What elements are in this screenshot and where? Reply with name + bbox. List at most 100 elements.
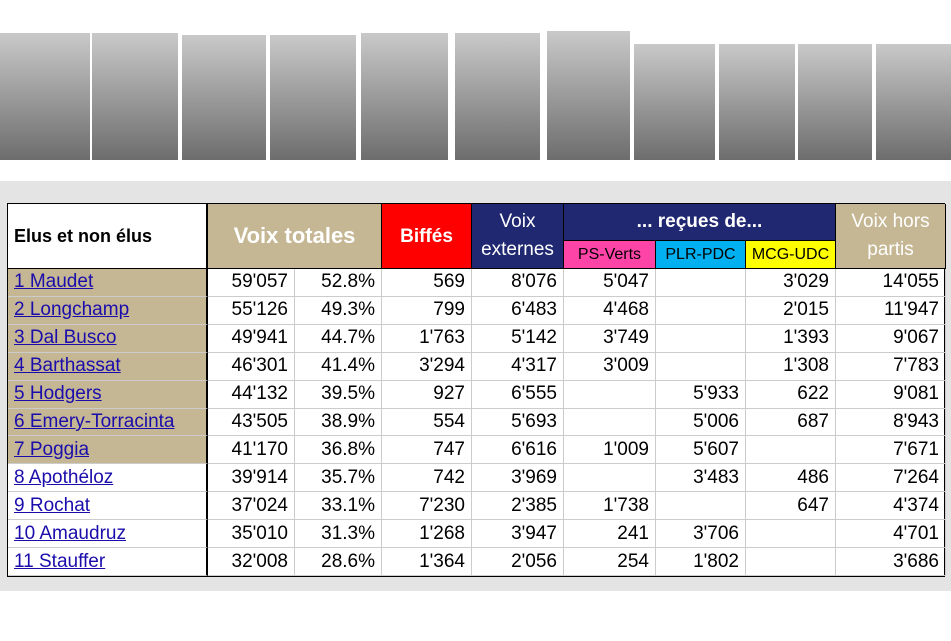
table-cell: 49.3% — [295, 296, 382, 325]
table-cell: 554 — [382, 408, 472, 437]
table-cell: 5'933 — [656, 380, 746, 409]
photo — [361, 33, 448, 160]
table-cell: 241 — [564, 520, 656, 549]
table-cell: 3'686 — [836, 548, 946, 576]
candidate-link[interactable]: 11 Stauffer — [14, 550, 106, 572]
photo — [455, 33, 540, 160]
header-plr: PLR-PDC — [656, 241, 746, 269]
table-cell: 5'047 — [564, 269, 656, 297]
candidate-link[interactable]: 7 Poggia — [14, 438, 90, 460]
table-cell: 39'914 — [208, 464, 295, 493]
header-hors: Voix hors partis — [836, 204, 946, 269]
candidate-name: 4 Barthassat — [8, 352, 208, 381]
table-cell: 1'268 — [382, 520, 472, 549]
table-cell: 33.1% — [295, 492, 382, 521]
results-table: Elus et non élus Voix totales Biffés Voix e… — [7, 203, 946, 577]
candidate-link[interactable]: 9 Rochat — [14, 494, 91, 516]
table-cell: 49'941 — [208, 324, 295, 353]
table-cell: 5'142 — [472, 324, 564, 353]
table-cell: 1'802 — [656, 548, 746, 576]
table-cell: 11'947 — [836, 296, 946, 325]
table-cell: 39.5% — [295, 380, 382, 409]
table-cell: 3'969 — [472, 464, 564, 493]
candidate-link[interactable]: 4 Barthassat — [14, 355, 121, 377]
candidate-link[interactable]: 5 Hodgers — [14, 383, 102, 405]
candidate-name: 2 Longchamp — [8, 296, 208, 325]
table-cell: 3'294 — [382, 352, 472, 381]
table-cell: 2'385 — [472, 492, 564, 521]
candidate-link[interactable]: 2 Longchamp — [14, 299, 130, 321]
table-cell: 3'706 — [656, 520, 746, 549]
candidate-link[interactable]: 3 Dal Busco — [14, 327, 117, 349]
table-cell: 647 — [746, 492, 836, 521]
photo — [182, 35, 266, 160]
table-cell: 4'317 — [472, 352, 564, 381]
table-cell: 8'943 — [836, 408, 946, 437]
candidate-name: 8 Apothéloz — [8, 464, 208, 493]
candidate-name: 3 Dal Busco — [8, 324, 208, 353]
table-cell: 37'024 — [208, 492, 295, 521]
table-cell: 254 — [564, 548, 656, 576]
table-cell — [564, 408, 656, 437]
header-mcg: MCG-UDC — [746, 241, 836, 269]
table-cell: 3'947 — [472, 520, 564, 549]
photo — [634, 44, 715, 160]
candidate-name: 7 Poggia — [8, 436, 208, 465]
table-cell: 7'783 — [836, 352, 946, 381]
table-cell: 35.7% — [295, 464, 382, 493]
candidate-link[interactable]: 10 Amaudruz — [14, 522, 126, 544]
table-cell: 43'505 — [208, 408, 295, 437]
table-cell: 8'076 — [472, 269, 564, 297]
table-cell: 9'067 — [836, 324, 946, 353]
photo — [0, 33, 90, 160]
table-cell: 927 — [382, 380, 472, 409]
table-cell: 36.8% — [295, 436, 382, 465]
table-cell: 1'364 — [382, 548, 472, 576]
table-cell: 3'009 — [564, 352, 656, 381]
candidate-name: 1 Maudet — [8, 269, 208, 297]
table-cell: 32'008 — [208, 548, 295, 576]
table-cell: 44'132 — [208, 380, 295, 409]
photo — [719, 44, 795, 160]
candidate-name: 11 Stauffer — [8, 548, 208, 576]
table-cell: 1'308 — [746, 352, 836, 381]
table-cell: 5'006 — [656, 408, 746, 437]
candidate-name: 5 Hodgers — [8, 380, 208, 409]
table-cell: 44.7% — [295, 324, 382, 353]
table-cell — [656, 492, 746, 521]
photo — [92, 33, 178, 160]
photo — [270, 35, 356, 160]
table-cell: 46'301 — [208, 352, 295, 381]
table-cell: 6'555 — [472, 380, 564, 409]
table-cell: 742 — [382, 464, 472, 493]
table-cell: 7'230 — [382, 492, 472, 521]
table-cell: 6'616 — [472, 436, 564, 465]
table-cell: 1'393 — [746, 324, 836, 353]
candidate-link[interactable]: 8 Apothéloz — [14, 466, 114, 488]
table-cell: 6'483 — [472, 296, 564, 325]
table-cell: 799 — [382, 296, 472, 325]
table-cell — [746, 520, 836, 549]
photo — [798, 44, 872, 160]
table-cell: 14'055 — [836, 269, 946, 297]
table-cell: 747 — [382, 436, 472, 465]
candidate-link[interactable]: 1 Maudet — [14, 271, 94, 293]
table-cell — [746, 436, 836, 465]
table-cell: 52.8% — [295, 269, 382, 297]
table-cell: 4'468 — [564, 296, 656, 325]
table-cell: 2'056 — [472, 548, 564, 576]
candidate-name: 9 Rochat — [8, 492, 208, 521]
table-cell: 9'081 — [836, 380, 946, 409]
table-cell: 35'010 — [208, 520, 295, 549]
table-cell — [564, 380, 656, 409]
header-biffes: Biffés — [382, 204, 472, 269]
table-cell: 5'693 — [472, 408, 564, 437]
candidate-name: 10 Amaudruz — [8, 520, 208, 549]
table-cell: 41'170 — [208, 436, 295, 465]
table-cell — [746, 548, 836, 576]
photo — [547, 31, 630, 160]
table-cell: 3'029 — [746, 269, 836, 297]
table-cell — [564, 464, 656, 493]
candidate-link[interactable]: 6 Emery-Torracinta — [14, 410, 175, 432]
table-cell: 41.4% — [295, 352, 382, 381]
